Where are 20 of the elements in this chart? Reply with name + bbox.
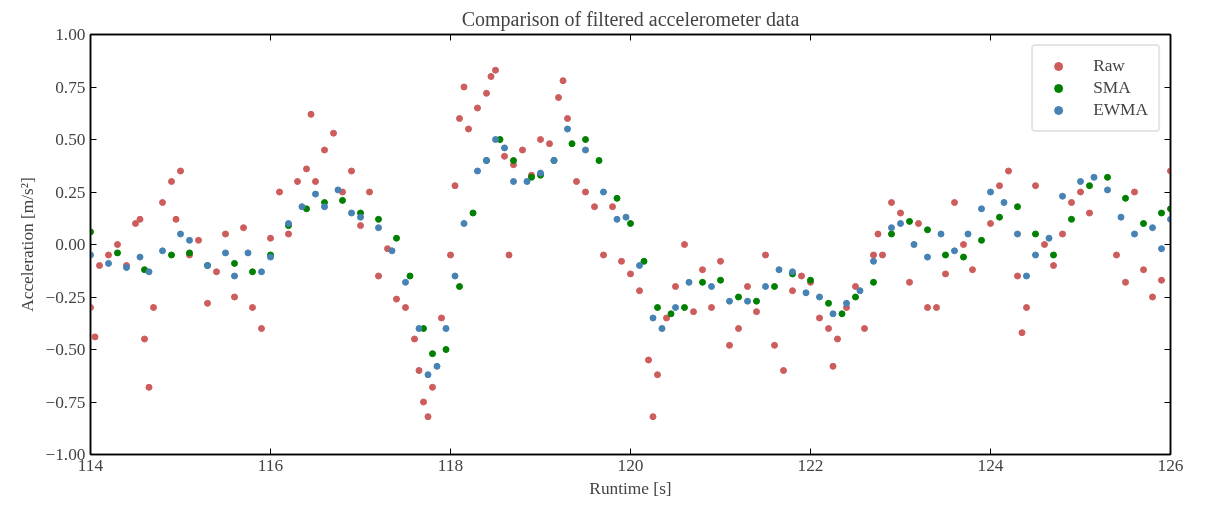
x-tick-label: 118 [437,455,464,475]
y-tick-label: 0.50 [55,130,86,149]
y-tick-label: −0.50 [45,340,86,359]
legend-label: SMA [1093,78,1131,98]
y-tick-label: −0.75 [45,392,86,412]
x-tick-label: 120 [617,455,644,475]
chart-title: Comparison of filtered accelerometer data [461,7,800,31]
x-axis-title: Runtime [s] [589,478,672,498]
y-axis-title: Acceleration [m/s²] [18,177,38,312]
y-tick-label: 0.75 [55,77,86,97]
y-tick-label: 1.00 [55,25,86,44]
y-tick-label: −0.25 [45,287,86,307]
x-tick-label: 122 [797,455,824,475]
x-tick-label: 126 [1157,455,1184,475]
x-tick-label: 124 [977,455,1004,475]
legend-label: EWMA [1093,100,1148,120]
y-tick-label: 0.25 [55,182,86,202]
legend-label: Raw [1093,56,1125,76]
y-tick-label: 0.00 [55,235,86,254]
x-tick-label: 116 [257,455,284,475]
